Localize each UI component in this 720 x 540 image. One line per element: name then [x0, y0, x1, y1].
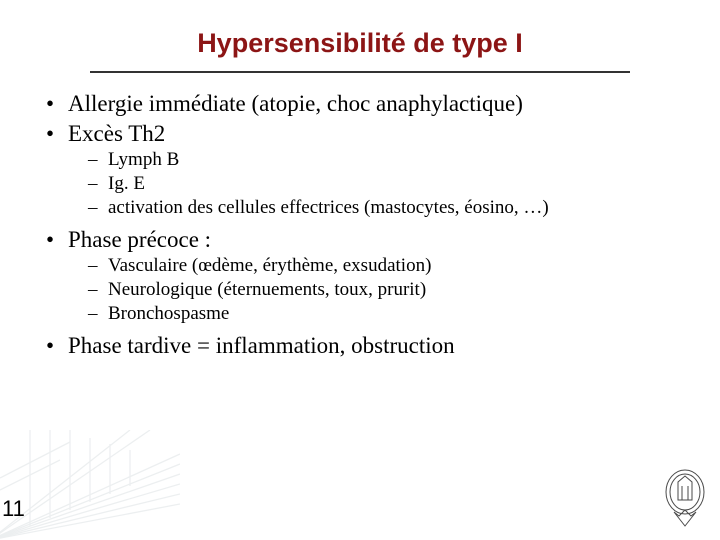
bullet-text: Allergie immédiate (atopie, choc anaphyl… — [68, 91, 523, 116]
bullet-item: Phase tardive = inflammation, obstructio… — [40, 333, 690, 359]
bullet-text: Phase tardive = inflammation, obstructio… — [68, 333, 455, 358]
sub-bullet-item: Ig. E — [86, 173, 690, 195]
sub-bullet-list: Lymph BIg. Eactivation des cellules effe… — [86, 149, 690, 219]
bullet-item: Allergie immédiate (atopie, choc anaphyl… — [40, 91, 690, 117]
bullet-list: Allergie immédiate (atopie, choc anaphyl… — [40, 91, 690, 359]
sub-bullet-item: Neurologique (éternuements, toux, prurit… — [86, 279, 690, 301]
university-seal-icon — [664, 468, 706, 528]
slide-container: Hypersensibilité de type I Allergie immé… — [0, 0, 720, 540]
bullet-item: Phase précoce : Vasculaire (œdème, érythè… — [40, 227, 690, 325]
slide-title: Hypersensibilité de type I — [0, 0, 720, 59]
bullet-item: Excès Th2 Lymph BIg. Eactivation des cell… — [40, 121, 690, 219]
bullet-text: Excès Th2 — [68, 121, 165, 146]
building-decoration — [0, 430, 180, 540]
bullet-text: Phase précoce : — [68, 227, 211, 252]
sub-bullet-list: Vasculaire (œdème, érythème, exsudation)… — [86, 255, 690, 325]
slide-body: Allergie immédiate (atopie, choc anaphyl… — [0, 73, 720, 359]
building-lines — [0, 430, 180, 540]
page-number: 11 — [2, 496, 25, 522]
sub-bullet-item: Lymph B — [86, 149, 690, 171]
sub-bullet-item: Bronchospasme — [86, 303, 690, 325]
sub-bullet-item: Vasculaire (œdème, érythème, exsudation) — [86, 255, 690, 277]
sub-bullet-item: activation des cellules effectrices (mas… — [86, 197, 690, 219]
